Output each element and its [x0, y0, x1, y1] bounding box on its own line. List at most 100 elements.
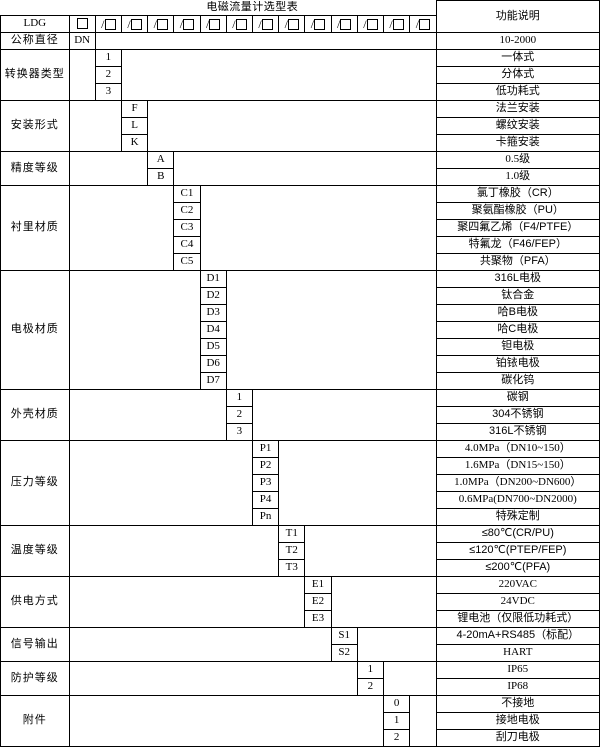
- code-box-2[interactable]: /: [120, 15, 149, 33]
- code-box-3[interactable]: /: [147, 15, 175, 33]
- spacer-cell: [68, 49, 96, 101]
- code-box-4[interactable]: /: [173, 15, 201, 33]
- desc-install-1: 螺纹安装: [435, 117, 600, 135]
- code-cell-accessory-2[interactable]: 2: [382, 729, 411, 747]
- code-cell-housing-3[interactable]: 3: [225, 423, 253, 441]
- code-cell-install-F[interactable]: F: [120, 100, 149, 118]
- row-label-signal-output: 信号输出: [0, 627, 70, 662]
- code-cell-temperature-T3[interactable]: T3: [278, 559, 306, 577]
- slash-icon: /: [363, 16, 367, 31]
- desc-nominal-diameter-0: 10-2000: [435, 32, 600, 50]
- code-cell-accessory-0[interactable]: 0: [382, 695, 411, 713]
- code-box-11[interactable]: /: [356, 15, 384, 33]
- table-row: 供电方式 E1 220VAC: [0, 576, 600, 628]
- desc-accessory-0: 不接地: [435, 695, 600, 713]
- code-cell-temperature-T1[interactable]: T1: [278, 525, 306, 543]
- spacer-cell: [68, 270, 201, 390]
- code-cell-electrode-D5[interactable]: D5: [199, 338, 227, 356]
- row-label-lining-material: 衬里材质: [0, 185, 70, 271]
- code-cell-electrode-D6[interactable]: D6: [199, 355, 227, 373]
- table-row: 转换器类型 1 一体式: [0, 49, 600, 101]
- square-icon: [76, 18, 88, 30]
- spacer-cell: [68, 576, 306, 628]
- code-cell-converter-1[interactable]: 1: [94, 49, 122, 67]
- spacer-cell: [68, 440, 253, 526]
- spacer-cell: [120, 49, 437, 101]
- square-icon: [392, 18, 404, 30]
- code-cell-signal-S2[interactable]: S2: [330, 644, 358, 662]
- code-cell-install-L[interactable]: L: [120, 117, 149, 135]
- code-cell-temperature-T2[interactable]: T2: [278, 542, 306, 560]
- code-cell-accuracy-A[interactable]: A: [147, 151, 175, 169]
- desc-housing-1: 304不锈钢: [435, 406, 600, 424]
- table-row: 精度等级 A 0.5级: [0, 151, 600, 186]
- code-cell-lining-C1[interactable]: C1: [173, 185, 201, 203]
- code-cell-lining-C4[interactable]: C4: [173, 236, 201, 254]
- code-cell-electrode-D3[interactable]: D3: [199, 304, 227, 322]
- desc-power-1: 24VDC: [435, 593, 600, 611]
- code-cell-power-E1[interactable]: E1: [304, 576, 332, 594]
- desc-power-2: 锂电池（仅限低功耗式）: [435, 610, 600, 628]
- table-row: 附件 0 不接地: [0, 695, 600, 747]
- code-box-8[interactable]: /: [278, 15, 306, 33]
- code-cell-converter-3[interactable]: 3: [94, 83, 122, 101]
- code-cell-housing-2[interactable]: 2: [225, 406, 253, 424]
- code-cell-electrode-D7[interactable]: D7: [199, 372, 227, 390]
- slash-icon: /: [205, 16, 210, 31]
- code-cell-install-K[interactable]: K: [120, 134, 149, 152]
- desc-electrode-2: 哈B电极: [435, 304, 600, 322]
- desc-converter-0: 一体式: [435, 49, 600, 67]
- code-cell-pressure-P2[interactable]: P2: [251, 457, 280, 475]
- code-cell-protection-1[interactable]: 1: [356, 661, 384, 679]
- code-cell-pressure-Pn[interactable]: Pn: [251, 508, 280, 526]
- desc-pressure-0: 4.0MPa（DN10~150）: [435, 440, 600, 458]
- table-row: L 螺纹安装: [1, 117, 600, 135]
- code-box-12[interactable]: /: [382, 15, 411, 33]
- code-cell-lining-C5[interactable]: C5: [173, 253, 201, 271]
- code-cell-pressure-P1[interactable]: P1: [251, 440, 280, 458]
- desc-lining-3: 特氟龙（F46/FEP）: [435, 236, 600, 254]
- code-cell-power-E3[interactable]: E3: [304, 610, 332, 628]
- code-cell-electrode-D4[interactable]: D4: [199, 321, 227, 339]
- code-box-6[interactable]: /: [225, 15, 253, 33]
- slash-icon: /: [101, 16, 105, 31]
- spacer-cell: [199, 185, 437, 271]
- code-cell-accuracy-B[interactable]: B: [147, 168, 175, 186]
- code-cell-electrode-D2[interactable]: D2: [199, 287, 227, 305]
- code-cell-accessory-1[interactable]: 1: [382, 712, 411, 730]
- code-cell-lining-C3[interactable]: C3: [173, 219, 201, 237]
- table-row: 压力等级 P1 4.0MPa（DN10~150）: [0, 440, 600, 526]
- code-box-10[interactable]: /: [330, 15, 358, 33]
- code-cell-pressure-P3[interactable]: P3: [251, 474, 280, 492]
- code-cell-protection-2[interactable]: 2: [356, 678, 384, 696]
- desc-electrode-6: 碳化钨: [435, 372, 600, 390]
- row-label-installation-type: 安装形式: [0, 100, 70, 152]
- spacer-cell: [251, 389, 437, 441]
- code-box-0[interactable]: [68, 15, 96, 33]
- code-box-7[interactable]: /: [251, 15, 280, 33]
- desc-electrode-1: 钛合金: [435, 287, 600, 305]
- code-box-5[interactable]: /: [199, 15, 227, 33]
- code-cell-signal-S1[interactable]: S1: [330, 627, 358, 645]
- code-cell-electrode-D1[interactable]: D1: [199, 270, 227, 288]
- code-box-13[interactable]: /: [409, 15, 437, 33]
- desc-pressure-2: 1.0MPa（DN200~DN600）: [435, 474, 600, 492]
- code-cell-pressure-P4[interactable]: P4: [251, 491, 280, 509]
- code-box-9[interactable]: /: [304, 15, 332, 33]
- code-cell-converter-2[interactable]: 2: [94, 66, 122, 84]
- row-label-nominal-diameter: 公称直径: [0, 32, 70, 50]
- row-label-protection-grade: 防护等级: [0, 661, 70, 696]
- code-cell-lining-C2[interactable]: C2: [173, 202, 201, 220]
- table-row: 衬里材质 C1 氯丁橡胶（CR）: [0, 185, 600, 271]
- spacer-cell: [68, 525, 280, 577]
- desc-housing-2: 316L不锈钢: [435, 423, 600, 441]
- spacer-cell: [173, 151, 437, 186]
- row-label-pressure-grade: 压力等级: [0, 440, 70, 526]
- code-cell-power-E2[interactable]: E2: [304, 593, 332, 611]
- code-cell-dn[interactable]: DN: [68, 32, 96, 50]
- square-icon: [340, 18, 352, 30]
- square-icon: [235, 18, 247, 30]
- code-cell-housing-1[interactable]: 1: [225, 389, 253, 407]
- code-box-1[interactable]: /: [94, 15, 122, 33]
- table-row: 公称直径 DN 10-2000: [0, 32, 600, 50]
